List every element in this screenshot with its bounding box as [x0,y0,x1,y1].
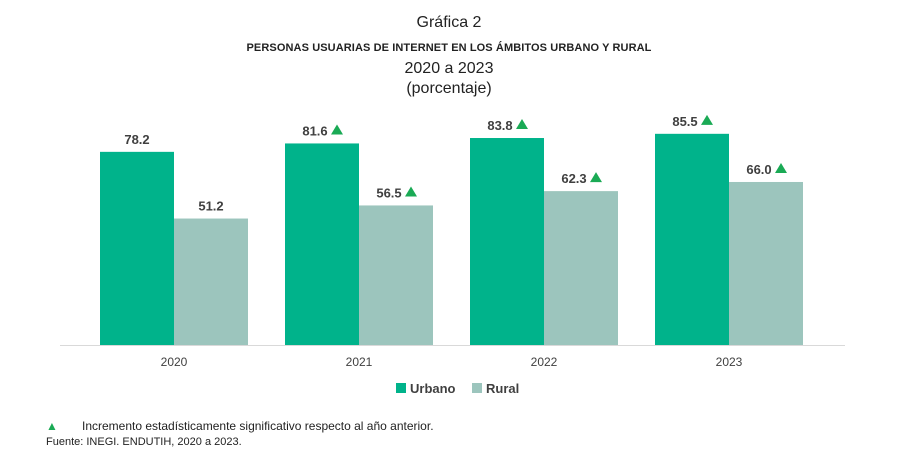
bar-rural-2022 [544,191,618,345]
bar-chart: 78.2 51.2 2020 81.6 56.5 2021 83.8 62.3 2022 85.5… [0,0,898,410]
bar-urbano-2021 [285,143,359,345]
data-label-urbano-2023: 85.5 [672,114,697,129]
bar-urbano-2022 [470,138,544,345]
legend-label-urbano: Urbano [410,381,456,396]
x-tick-label-2020: 2020 [161,355,188,369]
bar-rural-2020 [174,219,248,345]
bar-urbano-2020 [100,152,174,345]
bar-rural-2021 [359,205,433,345]
data-label-urbano-2020: 78.2 [124,132,149,147]
data-label-rural-2023: 66.0 [746,162,771,177]
data-label-rural-2020: 51.2 [198,199,223,214]
significance-marker-icon: ▲ [46,419,82,433]
x-tick-label-2021: 2021 [346,355,373,369]
significance-marker-icon [405,186,417,196]
bar-rural-2023 [729,182,803,345]
data-label-rural-2022: 62.3 [561,171,586,186]
significance-marker-icon [331,124,343,134]
source-note: Fuente: INEGI. ENDUTIH, 2020 a 2023. [46,436,242,448]
legend-label-rural: Rural [486,381,519,396]
legend-swatch-rural [472,383,482,393]
bar-urbano-2023 [655,134,729,345]
significance-marker-icon [701,115,713,125]
legend-swatch-urbano [396,383,406,393]
significance-marker-icon [590,172,602,182]
significance-note-text: Incremento estadísticamente significativ… [82,419,434,433]
significance-marker-icon [775,163,787,173]
x-tick-label-2023: 2023 [716,355,743,369]
data-label-urbano-2022: 83.8 [487,118,512,133]
data-label-urbano-2021: 81.6 [302,123,327,138]
x-tick-label-2022: 2022 [531,355,558,369]
data-label-rural-2021: 56.5 [376,185,401,200]
significance-marker-icon [516,119,528,129]
significance-note: ▲ Incremento estadísticamente significati… [46,419,434,433]
